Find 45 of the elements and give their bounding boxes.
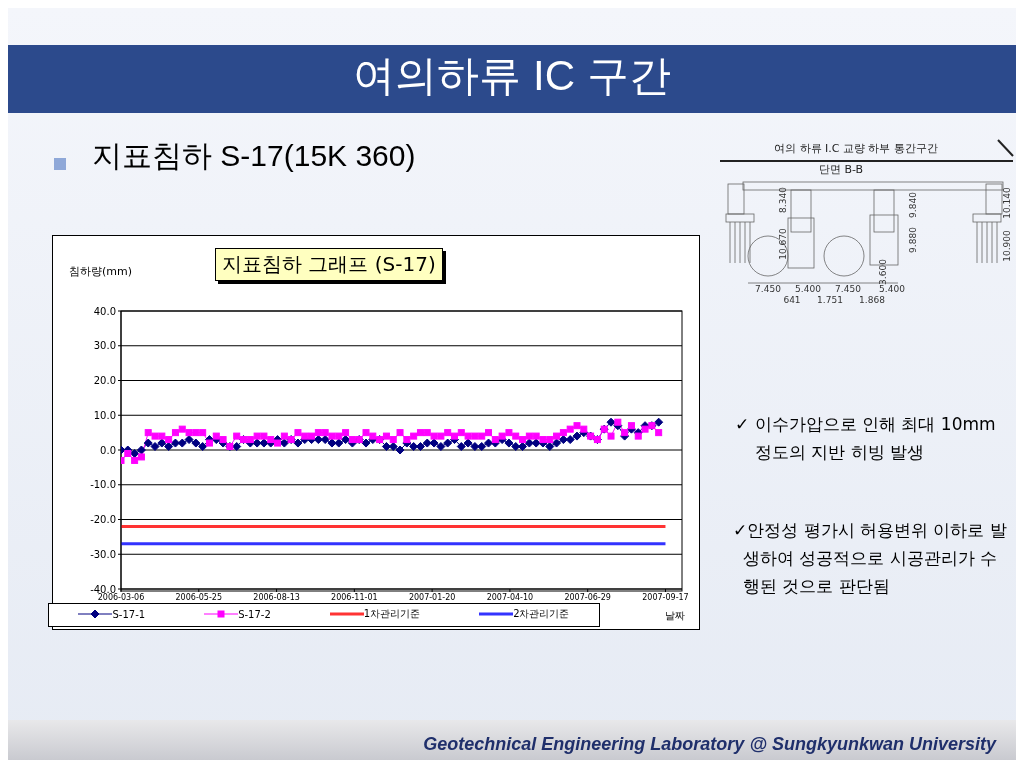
text: 9.880	[908, 226, 918, 253]
x-tick-label: 2007-04-10	[486, 592, 534, 602]
text: 1.751	[817, 295, 843, 305]
text: ✓안정성 평가시 허용변위 이하로 발생하여 성공적으로 시공관리가 수행된 것으로 판단됨	[733, 519, 1008, 598]
y-tick-label: -10.0	[90, 479, 116, 491]
text: 8.340	[778, 186, 788, 213]
y-tick-label: 0.0	[100, 444, 116, 456]
text: ✓ 이수가압으로 인해 최대 10mm 정도의 지반 히빙 발생	[735, 413, 997, 464]
y-tick-label: -20.0	[90, 514, 116, 526]
text: 1.868	[859, 295, 886, 305]
y-tick-label: -30.0	[90, 548, 116, 560]
y-tick-label: 30.0	[93, 340, 116, 352]
legend-label: 1차관리기준	[363, 607, 421, 621]
y-tick-label: 10.0	[93, 409, 116, 421]
legend-label: 2차관리기준	[513, 607, 570, 621]
legend-label: S-17-2	[238, 608, 271, 620]
text: 10.670	[778, 227, 788, 260]
chart-title: 지표침하 그래프 (S-17)	[215, 248, 443, 281]
text: Geotechnical Engineering Laboratory @ Sungkyunkwan University	[423, 734, 996, 755]
text: 5.400	[879, 284, 906, 294]
x-tick-label: 2006-05-25	[175, 592, 223, 602]
y-tick-label: -40.0	[90, 583, 116, 595]
text: 7.450	[835, 284, 862, 294]
text: 10.900	[1002, 229, 1012, 262]
text: 3.600	[878, 258, 888, 285]
x-tick-label: 2007-01-20	[408, 592, 456, 602]
text: 여의 하류 I.C 교량 하부 통간구간	[774, 142, 938, 155]
x-axis-title: 날짜	[665, 609, 685, 623]
text: 단면 B-B	[818, 163, 864, 176]
text: 여의하류 IC 구간	[352, 51, 672, 101]
x-tick-label: 2006-03-06	[97, 592, 145, 602]
y-tick-label: 40.0	[93, 305, 116, 317]
x-tick-label: 2006-11-01	[331, 592, 378, 602]
text: 641	[783, 295, 801, 305]
y-axis-title: 침하량(mm)	[69, 264, 133, 279]
text: 9.840	[908, 191, 918, 218]
x-tick-label: 2007-06-29	[564, 592, 611, 602]
x-tick-label: 2007-09-17	[642, 592, 689, 602]
text: 지표침하 S-17(15K 360)	[92, 138, 416, 174]
text: 5.400	[795, 284, 822, 294]
legend-label: S-17-1	[112, 608, 146, 620]
text: 7.450	[755, 284, 782, 294]
text: 10.140	[1002, 186, 1012, 219]
x-tick-label: 2006-08-13	[253, 592, 300, 602]
y-tick-label: 20.0	[93, 375, 116, 387]
